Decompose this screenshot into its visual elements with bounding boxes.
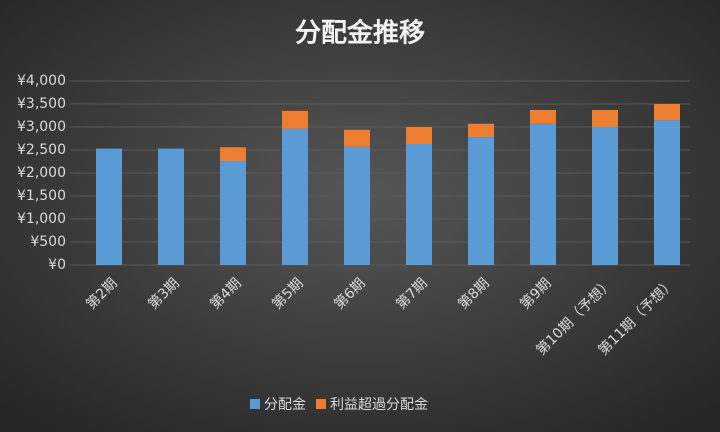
y-tick-label: ¥3,500 <box>17 96 66 112</box>
bar <box>468 123 494 138</box>
y-tick-label: ¥2,500 <box>17 142 66 158</box>
bar <box>468 137 494 265</box>
bar <box>530 109 556 124</box>
y-tick-label: ¥1,000 <box>17 211 66 227</box>
bar <box>592 127 618 265</box>
legend-label: 分配金 <box>264 397 306 413</box>
bar <box>282 110 308 129</box>
y-tick-label: ¥3,000 <box>17 119 66 135</box>
bar <box>654 104 680 121</box>
bar <box>344 146 370 265</box>
y-tick-label: ¥0 <box>48 257 66 273</box>
chart-title: 分配金推移 <box>295 18 425 49</box>
bar <box>406 144 432 265</box>
legend-marker <box>316 399 326 409</box>
y-tick-label: ¥2,000 <box>17 165 66 181</box>
bar <box>654 120 680 265</box>
bar <box>158 148 184 265</box>
legend-marker <box>250 399 260 409</box>
bar <box>282 128 308 265</box>
bar <box>530 123 556 265</box>
bar <box>220 147 246 162</box>
y-tick-label: ¥500 <box>30 234 66 250</box>
bar <box>220 161 246 265</box>
bar <box>406 127 432 145</box>
bar <box>344 129 370 147</box>
y-tick-label: ¥4,000 <box>17 73 66 89</box>
bar <box>96 148 122 265</box>
y-tick-label: ¥1,500 <box>17 188 66 204</box>
bar <box>592 109 618 127</box>
legend-label: 利益超過分配金 <box>330 397 428 413</box>
